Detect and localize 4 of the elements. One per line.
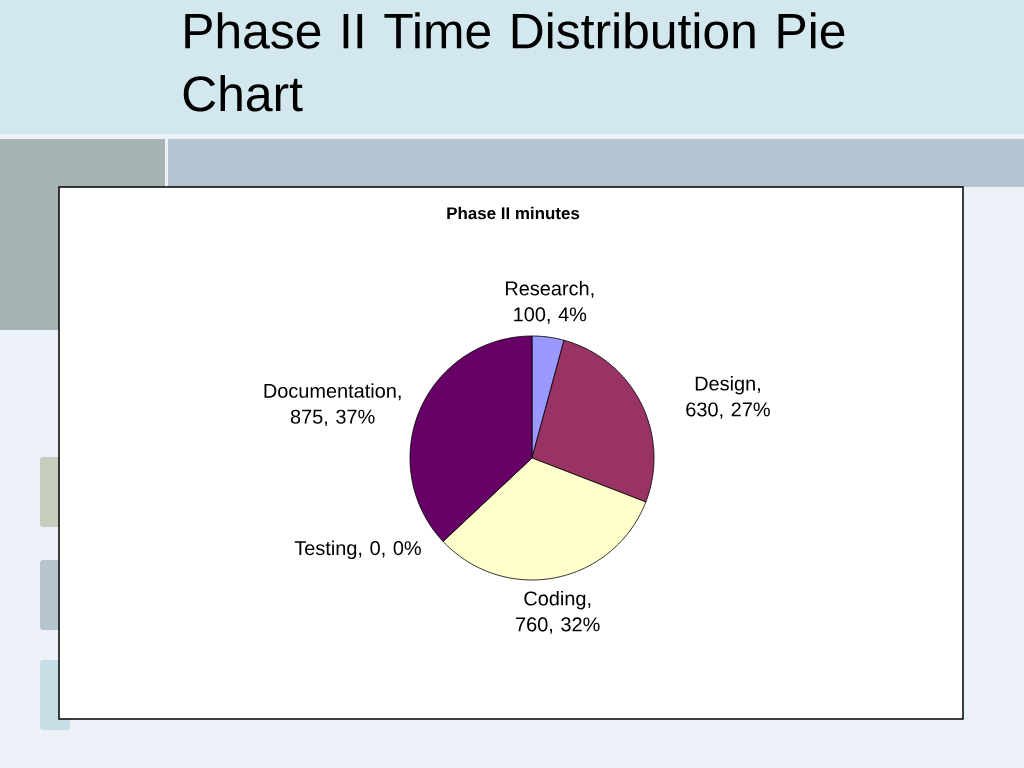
text: , 0, 0%	[359, 541, 421, 558]
chart-subtitle: Phase II minutes	[447, 206, 580, 220]
chart-title: Phase II Time Distribution Pie Chart	[183, 12, 845, 112]
category-label: Testing	[294, 540, 357, 560]
